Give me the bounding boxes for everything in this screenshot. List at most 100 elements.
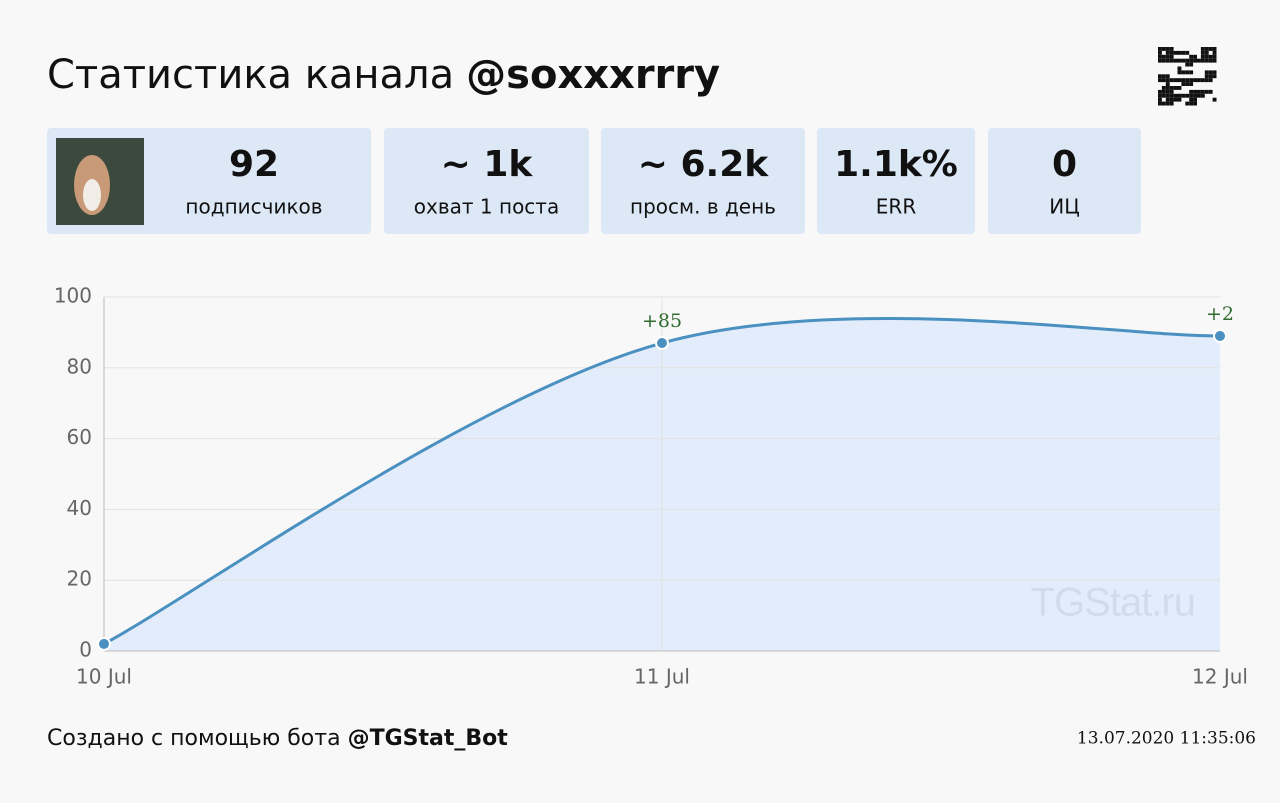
stat-label: просм. в день bbox=[630, 195, 776, 219]
qr-cell bbox=[1173, 97, 1178, 102]
title-prefix: Статистика канала bbox=[47, 52, 454, 98]
qr-cell bbox=[1169, 86, 1174, 90]
stat-card bbox=[988, 128, 1141, 234]
qr-cell bbox=[1158, 74, 1162, 79]
stat-value: 1.1k% bbox=[834, 144, 958, 185]
qr-cell bbox=[1212, 74, 1217, 79]
qr-cell bbox=[1200, 78, 1205, 83]
qr-cell bbox=[1189, 101, 1194, 106]
qr-cell bbox=[1197, 93, 1201, 98]
qr-cell bbox=[1200, 50, 1205, 55]
qr-cell bbox=[1212, 58, 1217, 63]
qr-cell bbox=[1185, 93, 1190, 98]
qr-cell bbox=[1208, 54, 1213, 59]
qr-cell bbox=[1185, 62, 1190, 67]
qr-cell bbox=[1158, 93, 1162, 98]
channel-name: @soxxxrrry bbox=[466, 52, 720, 98]
qr-cell bbox=[1177, 78, 1182, 83]
title: Статистика канала @soxxxrrry bbox=[47, 52, 720, 98]
qr-cell bbox=[1165, 54, 1170, 59]
qr-cell bbox=[1161, 89, 1166, 94]
qr-cell bbox=[1181, 82, 1186, 86]
qr-cell bbox=[1208, 74, 1213, 79]
stat-label: подписчиков bbox=[185, 195, 322, 219]
qr-cell bbox=[1185, 58, 1190, 63]
qr-cell bbox=[1169, 101, 1174, 106]
qr-cell bbox=[1181, 93, 1186, 98]
qr-cell bbox=[1158, 89, 1162, 94]
qr-cell bbox=[1173, 93, 1178, 98]
qr-cell bbox=[1177, 70, 1182, 75]
qr-cell bbox=[1204, 74, 1209, 79]
stat-cards: 92 подписчиков ~ 1k охват 1 поста ~ 6.2k прос… bbox=[47, 128, 1141, 234]
qr-cell bbox=[1165, 101, 1170, 106]
qr-cell bbox=[1158, 47, 1162, 51]
qr-cell bbox=[1204, 58, 1209, 63]
qr-cell bbox=[1177, 86, 1182, 90]
qr-cell bbox=[1189, 89, 1194, 94]
qr-cell bbox=[1200, 93, 1205, 98]
qr-cell bbox=[1185, 78, 1190, 83]
point-label: +2 bbox=[1206, 303, 1234, 325]
qr-cell bbox=[1158, 50, 1162, 55]
qr-cell bbox=[1169, 50, 1174, 55]
stat-card bbox=[384, 128, 589, 234]
qr-cell bbox=[1200, 54, 1205, 59]
qr-cell bbox=[1169, 97, 1174, 102]
stat-card bbox=[817, 128, 975, 234]
x-tick-label: 12 Jul bbox=[1192, 665, 1248, 689]
qr-cell bbox=[1189, 58, 1194, 63]
qr-cell bbox=[1165, 74, 1170, 79]
qr-cell bbox=[1165, 93, 1170, 98]
qr-cell bbox=[1165, 58, 1170, 63]
point bbox=[97, 636, 111, 651]
stat-label: охват 1 поста bbox=[414, 195, 559, 219]
qr-cell bbox=[1208, 78, 1213, 83]
qr-cell bbox=[1185, 70, 1190, 75]
qr-cell bbox=[1212, 54, 1217, 59]
qr-cell bbox=[1181, 78, 1186, 83]
qr-cell bbox=[1161, 47, 1166, 51]
qr-cell bbox=[1169, 54, 1174, 59]
qr-cell bbox=[1169, 47, 1174, 51]
avatar-detail bbox=[83, 179, 101, 211]
timestamp: 13.07.2020 11:35:06 bbox=[1077, 729, 1256, 749]
qr-cell bbox=[1181, 50, 1186, 55]
qr-cell bbox=[1200, 58, 1205, 63]
qr-cell bbox=[1181, 70, 1186, 75]
qr-cell bbox=[1185, 50, 1190, 55]
qr-cell bbox=[1161, 93, 1166, 98]
qr-cell bbox=[1161, 101, 1166, 106]
qr-cell bbox=[1189, 70, 1194, 75]
qr-cell bbox=[1181, 58, 1186, 63]
qr-cell bbox=[1185, 82, 1190, 86]
qr-cell bbox=[1212, 50, 1217, 55]
qr-cell bbox=[1193, 78, 1197, 83]
qr-cell bbox=[1193, 58, 1197, 63]
qr-cell bbox=[1204, 47, 1209, 51]
qr-cell bbox=[1193, 97, 1197, 102]
qr-cell bbox=[1165, 82, 1170, 86]
qr-cell bbox=[1161, 78, 1166, 83]
qr-cell bbox=[1189, 93, 1194, 98]
qr-cell bbox=[1212, 97, 1217, 102]
stat-value: 0 bbox=[1052, 144, 1077, 185]
qr-cell bbox=[1204, 78, 1209, 83]
y-tick-label: 20 bbox=[67, 567, 92, 591]
qr-cell bbox=[1212, 47, 1217, 51]
qr-cell bbox=[1177, 97, 1182, 102]
qr-cell bbox=[1204, 54, 1209, 59]
qr-cell bbox=[1208, 58, 1213, 63]
qr-cell bbox=[1197, 89, 1201, 94]
qr-cell bbox=[1165, 50, 1170, 55]
qr-cell bbox=[1169, 58, 1174, 63]
point-label: +85 bbox=[642, 310, 682, 332]
stat-value: ~ 6.2k bbox=[638, 144, 769, 185]
y-tick-label: 40 bbox=[67, 496, 92, 520]
footer-prefix: Создано с помощью бота bbox=[47, 726, 341, 751]
qr-cell bbox=[1177, 93, 1182, 98]
qr-cell bbox=[1193, 93, 1197, 98]
qr-cell bbox=[1208, 47, 1213, 51]
qr-cell bbox=[1158, 54, 1162, 59]
qr-cell bbox=[1177, 66, 1182, 71]
